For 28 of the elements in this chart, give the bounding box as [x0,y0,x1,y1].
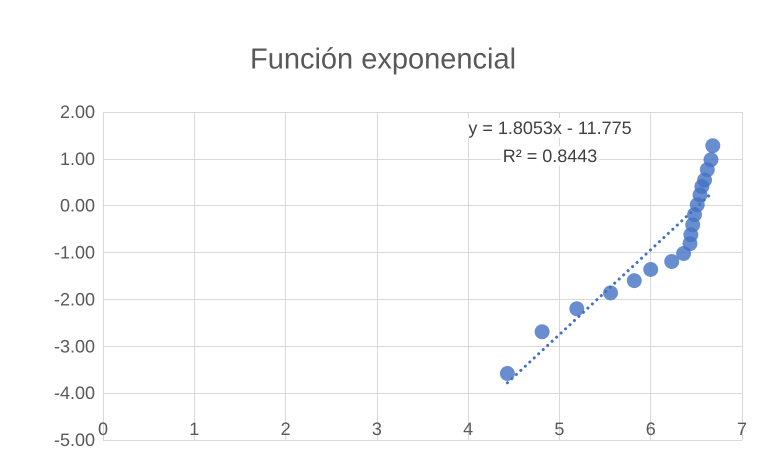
point [664,254,680,269]
y-tick-label: 0.00 [60,196,95,216]
annotation: y = 1.8053x - 11.775 [468,118,632,138]
x-tick-label: 1 [189,419,200,439]
x-tick-label: 6 [646,419,656,439]
point [643,262,658,277]
x-tick-label: 0 [98,419,108,439]
point [569,301,584,316]
point [626,273,642,288]
x-tick-label: 3 [372,419,382,439]
point [603,285,618,300]
y-tick-label: 2.00 [60,102,95,122]
x-tick-label: 2 [280,419,291,439]
y-tick-label: -4.00 [54,383,95,404]
y-tick-label: -5.00 [54,430,95,450]
point [705,138,720,154]
x-tick-label: 4 [463,419,474,439]
x-tick-label: 5 [554,419,564,439]
point [703,152,718,168]
chart-title: Función exponencial [250,44,516,76]
annotation: R² = 0.8443 [502,146,598,166]
y-tick-label: 1.00 [60,148,95,169]
y-tick-label: -1.00 [54,242,95,263]
y-tick-label: -3.00 [54,336,95,356]
y-tick-label: -2.00 [54,289,95,310]
x-tick-label: 7 [736,419,748,439]
point [500,366,515,381]
point [534,324,550,340]
